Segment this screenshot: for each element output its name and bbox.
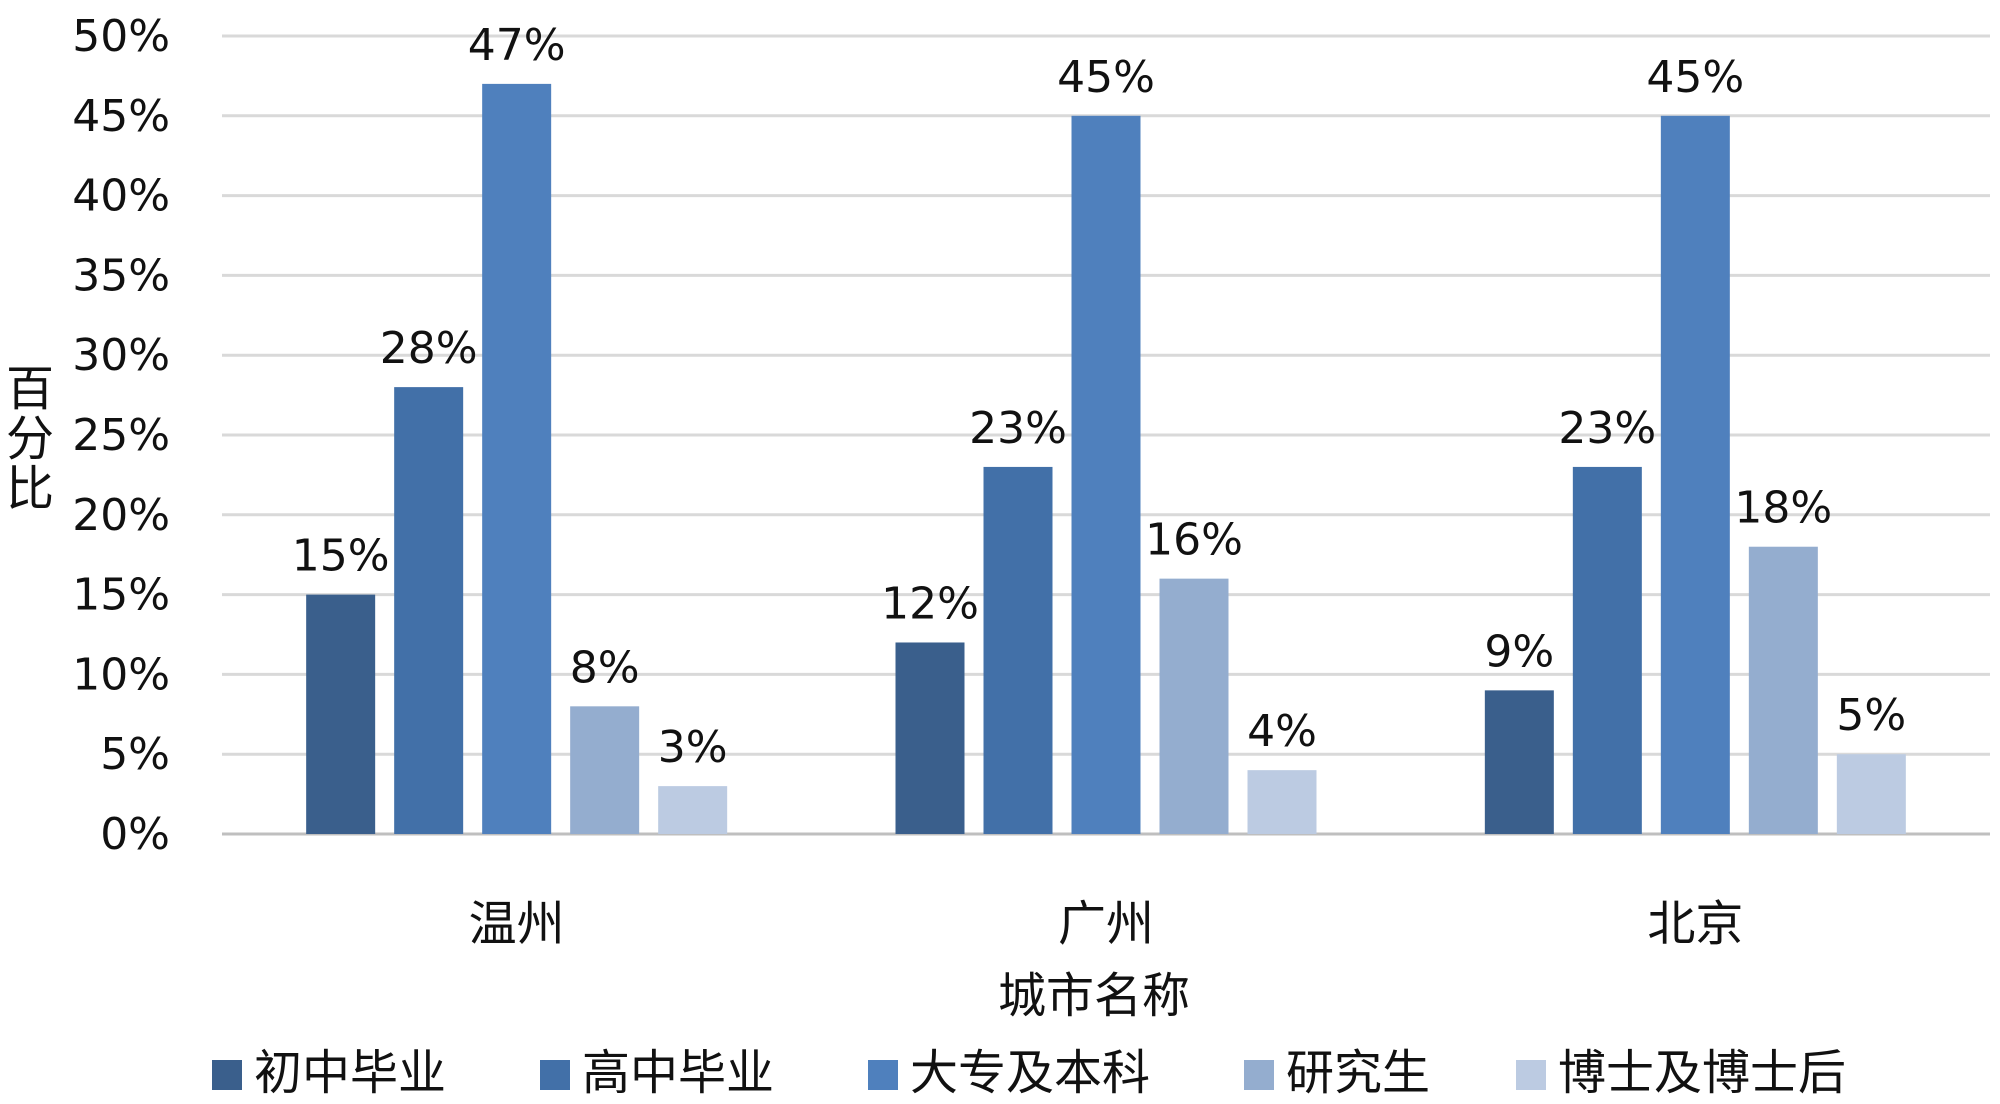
x-axis-title: 城市名称: [998, 968, 1190, 1024]
legend: 初中毕业 高中毕业 大专及本科 研究生 博士及博士后: [212, 1045, 1846, 1101]
data-label: 47%: [468, 20, 566, 71]
data-labels: 15% 28% 47% 8% 3% 12% 23% 45% 16% 4% 9% 23% 45% 18% 5%: [292, 20, 1906, 773]
bar: [394, 387, 464, 834]
y-axis-title-char: 分: [6, 411, 54, 467]
bar: [482, 83, 552, 834]
legend-swatch: [212, 1060, 242, 1090]
bars: [306, 83, 1906, 835]
legend-swatch: [868, 1060, 898, 1090]
y-tick-label: 40%: [72, 171, 170, 222]
y-tick-label: 0%: [100, 809, 170, 860]
data-label: 18%: [1734, 483, 1832, 534]
data-label: 12%: [881, 578, 979, 629]
data-label: 5%: [1836, 690, 1906, 741]
legend-swatch: [1244, 1060, 1274, 1090]
data-label: 45%: [1057, 52, 1155, 103]
category-label: 北京: [1647, 896, 1743, 952]
y-tick-label: 20%: [72, 490, 170, 541]
bar: [658, 786, 728, 834]
bar: [1159, 578, 1229, 834]
bar: [1748, 546, 1818, 834]
y-tick-label: 5%: [100, 729, 170, 780]
y-tick-label: 15%: [72, 570, 170, 621]
legend-label: 高中毕业: [582, 1045, 774, 1100]
data-label: 23%: [1558, 403, 1656, 454]
data-label: 16%: [1145, 515, 1243, 566]
y-tick-label: 10%: [72, 649, 170, 700]
bar: [895, 642, 965, 834]
x-axis: 温州 广州 北京: [469, 896, 1744, 952]
y-axis-title-char: 百: [6, 361, 54, 417]
y-tick-label: 30%: [72, 330, 170, 381]
data-label: 45%: [1646, 52, 1744, 103]
y-tick-label: 45%: [72, 91, 170, 142]
bar: [1247, 770, 1317, 834]
y-tick-label: 50%: [72, 11, 170, 62]
y-axis: 0% 5% 10% 15% 20% 25% 30% 35% 40% 45% 50%: [72, 11, 1990, 860]
y-tick-label: 35%: [72, 250, 170, 301]
y-tick-label: 25%: [72, 410, 170, 461]
bar: [983, 466, 1053, 834]
legend-label: 初中毕业: [254, 1045, 446, 1100]
data-label: 15%: [292, 531, 390, 582]
y-axis-title-char: 比: [6, 461, 54, 517]
legend-swatch: [540, 1060, 570, 1090]
bar: [1071, 115, 1141, 835]
bar: [1572, 466, 1642, 834]
data-label: 23%: [969, 403, 1067, 454]
category-label: 温州: [469, 896, 565, 952]
legend-label: 博士及博士后: [1558, 1045, 1846, 1100]
data-label: 3%: [658, 722, 728, 773]
category-label: 广州: [1058, 896, 1154, 952]
bar: [570, 706, 640, 834]
data-label: 8%: [570, 642, 640, 693]
bar: [306, 594, 376, 834]
y-axis-title: 百分比: [6, 361, 54, 517]
bar: [1484, 690, 1554, 834]
bar: [1836, 754, 1906, 834]
bar: [1660, 115, 1730, 835]
legend-label: 研究生: [1286, 1045, 1430, 1100]
legend-swatch: [1516, 1060, 1546, 1090]
data-label: 4%: [1247, 706, 1317, 757]
legend-label: 大专及本科: [910, 1045, 1150, 1100]
data-label: 9%: [1484, 626, 1554, 677]
data-label: 28%: [380, 323, 478, 374]
